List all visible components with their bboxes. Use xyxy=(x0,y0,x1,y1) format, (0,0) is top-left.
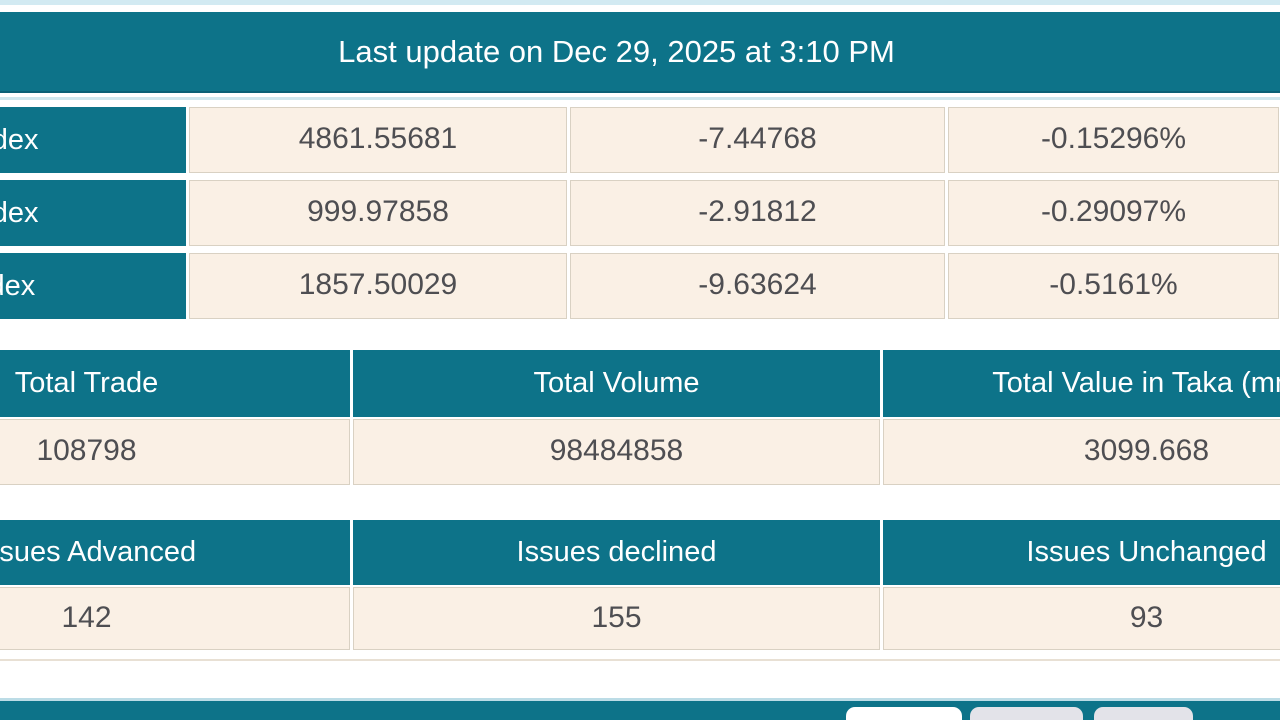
last-update-text: Last update on Dec 29, 2025 at 3:10 PM xyxy=(338,34,895,69)
index-change-cell: -9.63624 xyxy=(570,253,945,319)
issues-table: Issues Advanced Issues declined Issues U… xyxy=(0,520,1280,650)
index-change-cell: -2.91812 xyxy=(570,180,945,246)
issues-advanced-header: Issues Advanced xyxy=(0,520,350,585)
issues-advanced-value: 142 xyxy=(0,587,350,650)
bottom-tab-bar xyxy=(0,701,1280,720)
top-accent-strip xyxy=(0,0,1280,5)
divider-line xyxy=(0,97,1280,100)
issues-table-bottom-border xyxy=(0,659,1280,661)
index-change-percent-cell: -0.29097% xyxy=(948,180,1279,246)
index-change-percent-cell: -0.15296% xyxy=(948,107,1279,173)
index-change-percent-cell: -0.5161% xyxy=(948,253,1279,319)
total-volume-header: Total Volume xyxy=(353,350,880,417)
total-volume-value: 98484858 xyxy=(353,419,880,485)
bottom-tab[interactable] xyxy=(970,707,1083,720)
issues-value-row: 142 155 93 xyxy=(0,587,1280,650)
last-update-banner: Last update on Dec 29, 2025 at 3:10 PM xyxy=(0,12,1280,93)
bottom-section xyxy=(0,698,1280,720)
total-value-header: Total Value in Taka (mn) xyxy=(883,350,1280,417)
table-row: DSEX Index 4861.55681 -7.44768 -0.15296% xyxy=(0,107,1280,173)
index-summary-table: DSEX Index 4861.55681 -7.44768 -0.15296%… xyxy=(0,107,1280,319)
total-trade-header: Total Trade xyxy=(0,350,350,417)
totals-table: Total Trade Total Volume Total Value in … xyxy=(0,350,1280,485)
index-name-cell: DSEX Index xyxy=(0,107,186,173)
totals-value-row: 108798 98484858 3099.668 xyxy=(0,419,1280,485)
index-value-cell: 999.97858 xyxy=(189,180,567,246)
table-row: DSES Index 999.97858 -2.91812 -0.29097% xyxy=(0,180,1280,246)
table-row: DS30 Index 1857.50029 -9.63624 -0.5161% xyxy=(0,253,1280,319)
issues-declined-header: Issues declined xyxy=(353,520,880,585)
index-name-cell: DS30 Index xyxy=(0,253,186,319)
bottom-divider-line xyxy=(0,698,1280,701)
index-change-cell: -7.44768 xyxy=(570,107,945,173)
issues-header-row: Issues Advanced Issues declined Issues U… xyxy=(0,520,1280,585)
index-value-cell: 1857.50029 xyxy=(189,253,567,319)
totals-header-row: Total Trade Total Volume Total Value in … xyxy=(0,350,1280,417)
issues-unchanged-value: 93 xyxy=(883,587,1280,650)
index-name-cell: DSES Index xyxy=(0,180,186,246)
bottom-tab[interactable] xyxy=(1094,707,1193,720)
issues-declined-value: 155 xyxy=(353,587,880,650)
total-trade-value: 108798 xyxy=(0,419,350,485)
bottom-tab-active[interactable] xyxy=(846,707,962,720)
index-value-cell: 4861.55681 xyxy=(189,107,567,173)
total-value-value: 3099.668 xyxy=(883,419,1280,485)
issues-unchanged-header: Issues Unchanged xyxy=(883,520,1280,585)
